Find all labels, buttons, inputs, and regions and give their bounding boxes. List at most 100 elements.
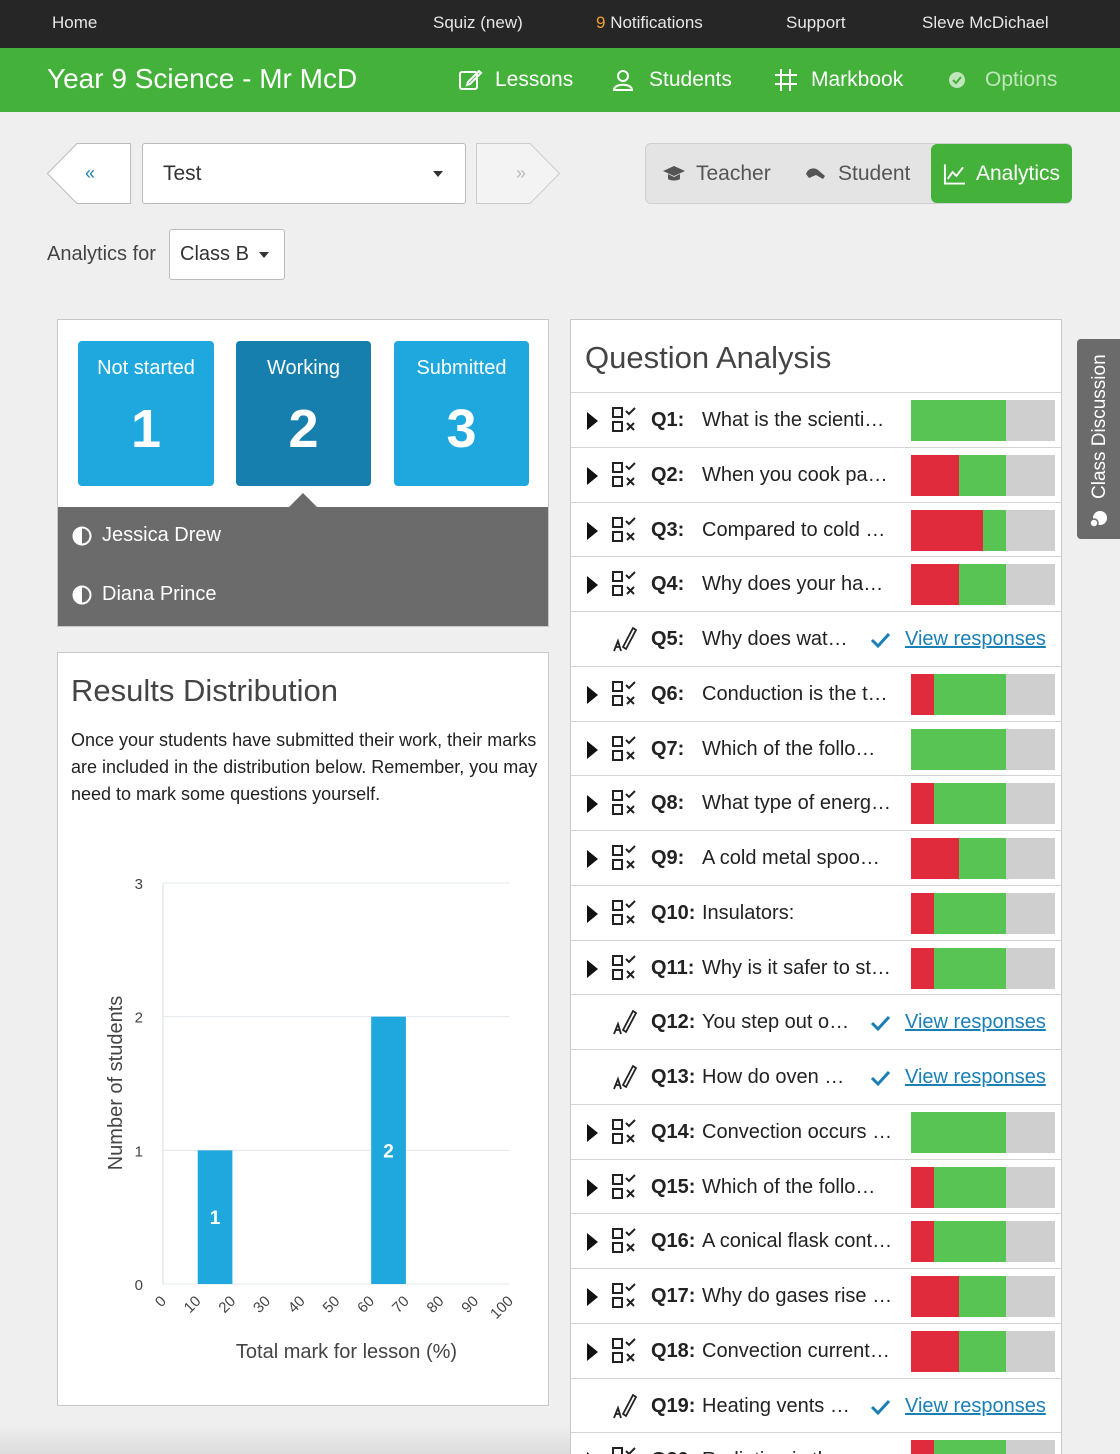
question-row[interactable]: Q16: A conical flask cont… bbox=[571, 1213, 1061, 1268]
question-text: Why do gases rise … bbox=[702, 1285, 893, 1307]
x-tick-label: 30 bbox=[250, 1293, 274, 1317]
previous-lesson-button[interactable]: « bbox=[46, 143, 131, 204]
bar-data-label: 1 bbox=[210, 1208, 221, 1229]
y-tick-label: 3 bbox=[135, 876, 143, 893]
x-tick-label: 60 bbox=[354, 1293, 378, 1317]
top-nav-notifications[interactable]: 9 Notifications bbox=[596, 13, 703, 33]
nav-students[interactable]: Students bbox=[611, 67, 732, 93]
y-tick-label: 0 bbox=[135, 1277, 143, 1294]
expand-triangle-icon[interactable] bbox=[587, 959, 598, 978]
incorrect-segment bbox=[911, 838, 959, 879]
expand-triangle-icon[interactable] bbox=[587, 521, 598, 540]
student-item[interactable]: Jessica Drew bbox=[72, 524, 221, 547]
mode-analytics-button[interactable]: Analytics bbox=[931, 144, 1072, 203]
student-item[interactable]: Diana Prince bbox=[72, 583, 217, 606]
question-row[interactable]: Q10: Insulators: bbox=[571, 884, 1061, 940]
question-row[interactable]: Q13: How do oven … View responses bbox=[571, 1049, 1061, 1104]
expand-triangle-icon[interactable] bbox=[587, 795, 598, 814]
nav-lessons[interactable]: Lessons bbox=[457, 67, 573, 93]
notifications-label: Notifications bbox=[610, 13, 703, 32]
unanswered-segment bbox=[1006, 400, 1055, 441]
expand-triangle-icon[interactable] bbox=[587, 685, 598, 704]
status-submitted-card[interactable]: Submitted 3 bbox=[394, 341, 529, 486]
expand-triangle-icon[interactable] bbox=[587, 740, 598, 759]
question-row[interactable]: Q14: Convection occurs … bbox=[571, 1103, 1061, 1159]
question-row[interactable]: Q20: Radiation is th… bbox=[571, 1432, 1061, 1454]
question-row[interactable]: Q15: Which of the follo… bbox=[571, 1158, 1061, 1214]
question-row[interactable]: Q8: What type of energ… bbox=[571, 775, 1061, 830]
expand-triangle-icon[interactable] bbox=[587, 1288, 598, 1306]
question-row[interactable]: Q18: Convection current… bbox=[571, 1322, 1061, 1378]
class-discussion-tab[interactable]: Class Discussion bbox=[1077, 339, 1120, 539]
nav-markbook[interactable]: Markbook bbox=[773, 67, 903, 93]
checklist-icon bbox=[612, 735, 636, 761]
question-row[interactable]: Q4: Why does your ha… bbox=[571, 556, 1061, 611]
question-row[interactable]: Q12: You step out o… View responses bbox=[571, 994, 1061, 1049]
pen-icon bbox=[613, 1009, 638, 1035]
unanswered-segment bbox=[1006, 947, 1055, 989]
view-responses-link[interactable]: View responses bbox=[905, 1011, 1046, 1034]
correct-segment bbox=[934, 673, 1007, 715]
expand-triangle-icon[interactable] bbox=[587, 576, 598, 595]
incorrect-segment bbox=[911, 892, 935, 934]
question-row[interactable]: Q5: Why does wat… View responses bbox=[571, 611, 1061, 666]
class-select[interactable]: Class B bbox=[169, 229, 285, 280]
expand-triangle-icon[interactable] bbox=[587, 850, 598, 868]
question-row[interactable]: Q17: Why do gases rise … bbox=[571, 1268, 1061, 1323]
expand-triangle-icon[interactable] bbox=[587, 1452, 598, 1454]
top-nav-squiz[interactable]: Squiz (new) bbox=[433, 13, 523, 32]
correct-segment bbox=[934, 892, 1007, 934]
status-submitted-count: 3 bbox=[446, 399, 477, 459]
question-text: Conduction is the t… bbox=[702, 682, 888, 705]
question-row[interactable]: Q9: A cold metal spoo… bbox=[571, 830, 1061, 885]
x-tick-label: 80 bbox=[424, 1293, 448, 1317]
nav-options-label: Options bbox=[985, 68, 1058, 91]
expand-triangle-icon[interactable] bbox=[587, 1178, 598, 1197]
unanswered-segment bbox=[1006, 728, 1055, 770]
question-row[interactable]: Q11: Why is it safer to st… bbox=[571, 939, 1061, 995]
nav-lessons-label: Lessons bbox=[495, 68, 574, 91]
view-responses-link[interactable]: View responses bbox=[905, 1394, 1046, 1417]
x-axis-title: Total mark for lesson (%) bbox=[236, 1341, 457, 1363]
view-responses-link[interactable]: View responses bbox=[905, 1066, 1046, 1088]
expand-triangle-icon[interactable] bbox=[587, 1233, 598, 1252]
expand-triangle-icon[interactable] bbox=[587, 466, 598, 485]
question-row[interactable]: Q2: When you cook pa… bbox=[571, 446, 1061, 502]
question-row[interactable]: Q7: Which of the follo… bbox=[571, 720, 1061, 776]
mode-teacher-button[interactable]: Teacher bbox=[662, 144, 771, 203]
status-working-card[interactable]: Working 2 bbox=[236, 341, 371, 486]
lesson-select[interactable]: Test bbox=[142, 143, 466, 204]
question-row[interactable]: Q3: Compared to cold … bbox=[571, 501, 1061, 557]
expand-triangle-icon[interactable] bbox=[587, 412, 598, 430]
question-row[interactable]: Q6: Conduction is the t… bbox=[571, 665, 1061, 721]
arrow-right-shape: » bbox=[476, 143, 561, 204]
expand-triangle-icon[interactable] bbox=[587, 1123, 598, 1142]
student-name: Diana Prince bbox=[102, 583, 217, 605]
nav-options[interactable]: Options bbox=[947, 67, 1057, 93]
question-row[interactable]: Q1: What is the scienti… bbox=[571, 392, 1061, 447]
status-not-started-card[interactable]: Not started 1 bbox=[78, 341, 214, 486]
expand-triangle-icon[interactable] bbox=[587, 1342, 598, 1361]
incorrect-segment bbox=[911, 1221, 935, 1263]
top-nav-support[interactable]: Support bbox=[786, 13, 846, 32]
course-title[interactable]: Year 9 Science - Mr McD bbox=[47, 63, 358, 94]
status-not-started-count: 1 bbox=[130, 399, 162, 459]
status-working-label: Working bbox=[267, 357, 340, 379]
view-responses-link[interactable]: View responses bbox=[905, 628, 1046, 650]
mode-student-button[interactable]: Student bbox=[804, 144, 910, 203]
top-nav-home[interactable]: Home bbox=[52, 13, 98, 32]
x-tick-label: 100 bbox=[487, 1293, 517, 1323]
half-circle-icon bbox=[72, 526, 92, 545]
next-lesson-button[interactable]: » bbox=[476, 143, 561, 204]
unanswered-segment bbox=[1006, 1330, 1055, 1372]
class-discussion-label: Class Discussion bbox=[1089, 354, 1110, 499]
expand-triangle-icon[interactable] bbox=[587, 904, 598, 923]
top-nav-user[interactable]: Sleve McDichael bbox=[922, 13, 1049, 32]
question-number: Q8: bbox=[651, 792, 685, 815]
question-row[interactable]: Q19: Heating vents … View responses bbox=[571, 1377, 1061, 1433]
question-text: Compared to cold … bbox=[702, 518, 886, 541]
correct-segment bbox=[911, 400, 1007, 441]
check-icon bbox=[870, 632, 891, 649]
question-number: Q19: bbox=[651, 1394, 696, 1417]
